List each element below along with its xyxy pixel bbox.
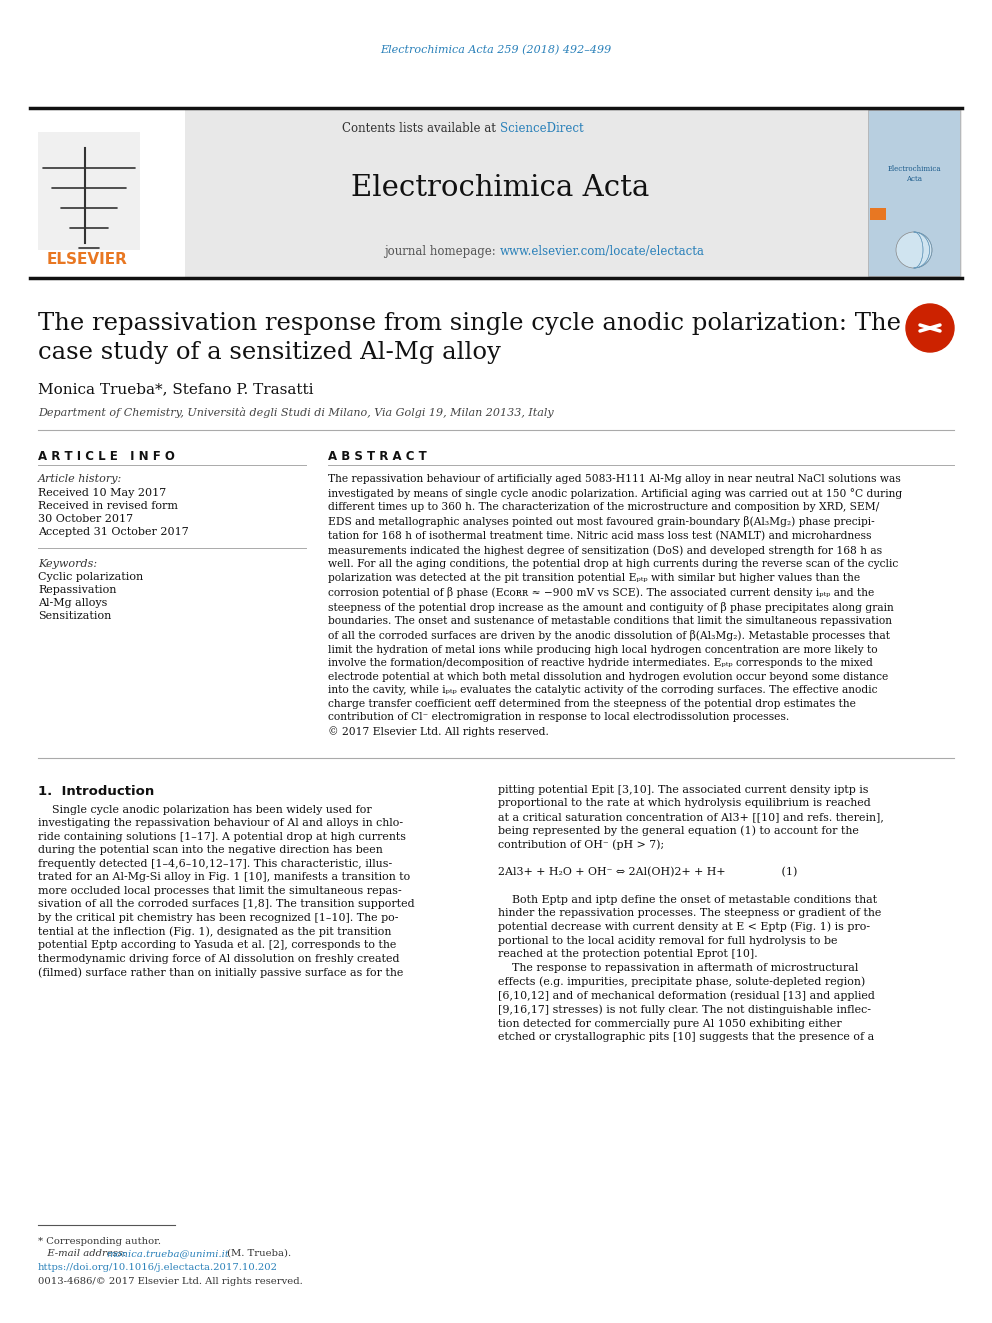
- Text: Received 10 May 2017: Received 10 May 2017: [38, 488, 167, 497]
- Text: pitting potential Epit [3,10]. The associated current density iptp is
proportion: pitting potential Epit [3,10]. The assoc…: [498, 785, 884, 1043]
- Text: Contents lists available at: Contents lists available at: [342, 122, 500, 135]
- Text: A R T I C L E   I N F O: A R T I C L E I N F O: [38, 450, 175, 463]
- Text: 30 October 2017: 30 October 2017: [38, 515, 133, 524]
- Text: CrossMark: CrossMark: [912, 323, 948, 329]
- Text: * Corresponding author.: * Corresponding author.: [38, 1237, 161, 1246]
- Text: (M. Trueba).: (M. Trueba).: [224, 1249, 291, 1258]
- Circle shape: [906, 304, 954, 352]
- Text: Electrochimica Acta 259 (2018) 492–499: Electrochimica Acta 259 (2018) 492–499: [380, 45, 612, 56]
- Bar: [30, 108, 962, 278]
- Text: Accepted 31 October 2017: Accepted 31 October 2017: [38, 527, 188, 537]
- Text: A B S T R A C T: A B S T R A C T: [328, 450, 427, 463]
- Bar: [38, 132, 140, 250]
- Text: journal homepage:: journal homepage:: [385, 246, 500, 258]
- Text: Electrochimica
Acta: Electrochimica Acta: [887, 165, 940, 183]
- Text: Received in revised form: Received in revised form: [38, 501, 178, 511]
- Bar: [30, 108, 185, 278]
- Text: Repassivation: Repassivation: [38, 585, 116, 595]
- Text: The repassivation response from single cycle anodic polarization: The
case study: The repassivation response from single c…: [38, 312, 901, 364]
- Bar: [870, 208, 886, 220]
- Text: 0013-4686/© 2017 Elsevier Ltd. All rights reserved.: 0013-4686/© 2017 Elsevier Ltd. All right…: [38, 1277, 303, 1286]
- Text: Cyclic polarization: Cyclic polarization: [38, 572, 143, 582]
- Text: The repassivation behaviour of artificially aged 5083-H111 Al-Mg alloy in near n: The repassivation behaviour of artificia…: [328, 474, 903, 737]
- Text: Sensitization: Sensitization: [38, 611, 111, 620]
- Text: Electrochimica Acta: Electrochimica Acta: [351, 175, 649, 202]
- Text: Keywords:: Keywords:: [38, 560, 97, 569]
- Text: Department of Chemistry, Università degli Studi di Milano, Via Golgi 19, Milan 2: Department of Chemistry, Università degl…: [38, 407, 554, 418]
- Text: www.elsevier.com/locate/electacta: www.elsevier.com/locate/electacta: [500, 246, 705, 258]
- Bar: [868, 110, 960, 277]
- Text: Article history:: Article history:: [38, 474, 122, 484]
- Circle shape: [896, 232, 932, 269]
- Text: 1.  Introduction: 1. Introduction: [38, 785, 154, 798]
- Text: Monica Trueba*, Stefano P. Trasatti: Monica Trueba*, Stefano P. Trasatti: [38, 382, 313, 396]
- Text: https://doi.org/10.1016/j.electacta.2017.10.202: https://doi.org/10.1016/j.electacta.2017…: [38, 1263, 278, 1271]
- Text: monica.trueba@unimi.it: monica.trueba@unimi.it: [106, 1249, 229, 1258]
- Text: E-mail address:: E-mail address:: [38, 1249, 129, 1258]
- Text: ELSEVIER: ELSEVIER: [47, 253, 127, 267]
- Text: ScienceDirect: ScienceDirect: [500, 122, 583, 135]
- Text: Single cycle anodic polarization has been widely used for
investigating the repa: Single cycle anodic polarization has bee…: [38, 804, 415, 978]
- Text: Al-Mg alloys: Al-Mg alloys: [38, 598, 107, 609]
